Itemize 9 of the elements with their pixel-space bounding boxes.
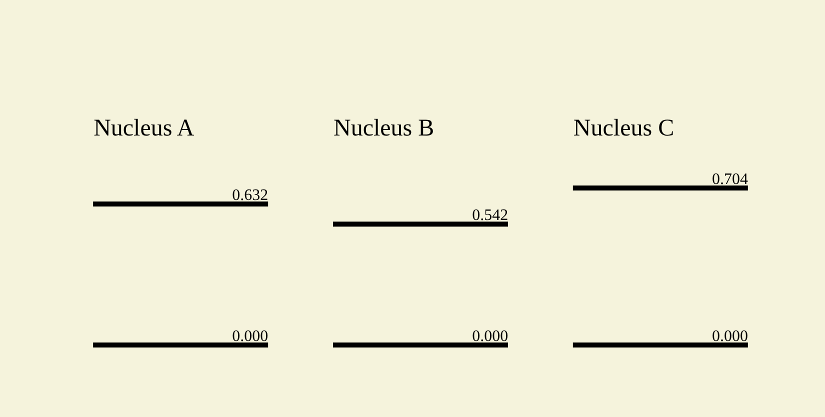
- category-label: Nucleus A: [94, 116, 195, 142]
- data-label: 0.704: [712, 171, 748, 188]
- data-label: 0.000: [232, 328, 268, 345]
- data-label: 0.000: [712, 328, 748, 345]
- data-label: 0.542: [472, 207, 508, 224]
- data-label: 0.632: [232, 187, 268, 204]
- category-label: Nucleus B: [334, 116, 434, 142]
- data-label: 0.000: [472, 328, 508, 345]
- category-label: Nucleus C: [573, 116, 674, 142]
